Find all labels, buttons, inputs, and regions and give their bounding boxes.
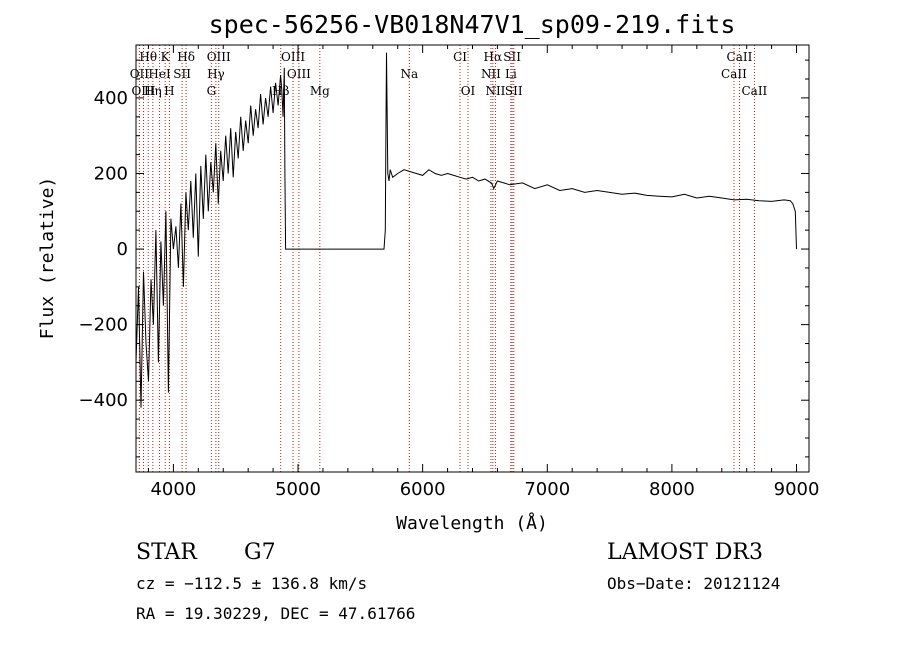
survey-name: LAMOST DR3 [607, 540, 763, 565]
spectral-line-label: SII [505, 84, 523, 98]
spectral-line-label: OIII [281, 50, 305, 64]
spectral-line-label: OIII [131, 84, 155, 98]
x-tick-label: 9000 [774, 479, 820, 500]
y-tick-label: −200 [79, 315, 128, 336]
spectral-line-label: SII [503, 50, 521, 64]
spectral-line-label: CaII [741, 84, 767, 98]
x-tick-label: 8000 [649, 479, 695, 500]
x-axis-label: Wavelength (Å) [396, 512, 548, 534]
x-tick-label: 6000 [400, 479, 446, 500]
y-tick-label: −400 [79, 390, 128, 411]
spectral-line-label: SII [173, 67, 191, 81]
chart-title: spec-56256-VB018N47V1_sp09-219.fits [209, 10, 736, 39]
ra-dec-coordinates: RA = 19.30229, DEC = 47.61766 [136, 604, 415, 623]
x-tick-label: 5000 [275, 479, 321, 500]
spectral-line-label: CaII [721, 67, 747, 81]
spectral-line-label: NII [481, 67, 501, 81]
y-axis-ticks: −400 −200 0 200 400 [79, 59, 809, 458]
spectral-line-label: OIII [287, 67, 311, 81]
x-tick-label: 7000 [524, 479, 570, 500]
y-tick-label: 400 [94, 88, 128, 109]
plot-frame [135, 44, 810, 473]
y-tick-label: 0 [117, 239, 128, 260]
spectral-line-label: Hγ [207, 67, 225, 81]
spectral-line-label: OII [130, 67, 150, 81]
spectral-line-label: Li [505, 67, 517, 81]
spectral-line-label: OIII [207, 50, 231, 64]
spectral-line-label: G [207, 84, 217, 98]
spectral-line-label: Na [400, 67, 418, 81]
spectral-line-label: Hα [484, 50, 503, 64]
x-tick-label: 4000 [150, 479, 196, 500]
observation-date: Obs−Date: 20121124 [607, 574, 780, 593]
spectral-line-label: CI [453, 50, 467, 64]
spectral-line-label: Mg [310, 84, 330, 98]
spectral-line-label: Hθ [139, 50, 157, 64]
object-class: STAR [136, 540, 198, 565]
spectral-line-label: K [161, 50, 171, 64]
spectral-line-label: H [164, 84, 174, 98]
redshift-velocity: cz = −112.5 ± 136.8 km/s [136, 574, 367, 593]
spectral-line-label: Hη [144, 84, 162, 98]
spectral-line-label: CaII [727, 50, 753, 64]
y-tick-label: 200 [94, 163, 128, 184]
flux-series-line [135, 52, 797, 408]
spectral-line-label: Hδ [177, 50, 195, 64]
spectral-line-label: OI [461, 84, 476, 98]
spectral-line-label: NII [485, 84, 505, 98]
object-subclass: G7 [244, 540, 276, 565]
spectral-line-label: HeI [148, 67, 171, 81]
x-axis-ticks: 4000 5000 6000 7000 8000 9000 [147, 45, 820, 500]
y-axis-label: Flux (relative) [37, 177, 58, 340]
